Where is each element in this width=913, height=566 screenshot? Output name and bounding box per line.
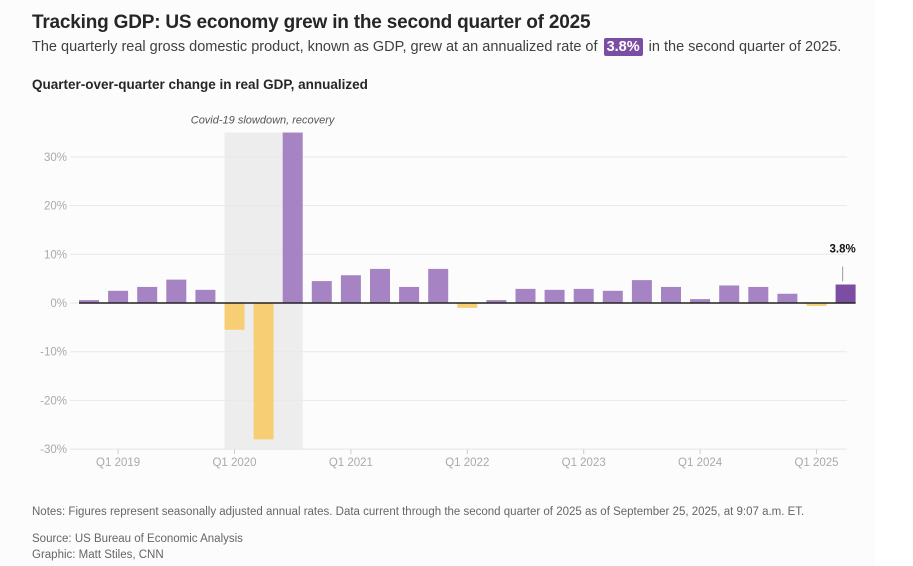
bar	[428, 268, 449, 303]
y-tick-label: -20%	[40, 395, 67, 407]
x-tick-label: Q1 2022	[445, 457, 489, 469]
bar	[777, 293, 798, 303]
bar	[224, 303, 245, 330]
x-tick-label: Q1 2019	[96, 457, 140, 469]
bar	[457, 303, 478, 308]
bar	[515, 288, 536, 303]
bar	[486, 300, 507, 303]
y-tick-label: 20%	[44, 201, 67, 213]
bar	[253, 303, 274, 440]
bar	[719, 285, 740, 303]
subtitle: The quarterly real gross domestic produc…	[32, 38, 841, 56]
bar	[602, 290, 623, 303]
bar	[835, 284, 856, 303]
credit: Graphic: Matt Stiles, CNN	[32, 549, 164, 561]
bar	[748, 286, 769, 303]
bar	[311, 281, 332, 303]
bar	[137, 286, 158, 303]
y-tick-label: 10%	[44, 249, 67, 261]
bar	[544, 289, 565, 303]
x-tick-label: Q1 2025	[794, 457, 838, 469]
notes: Notes: Figures represent seasonally adju…	[32, 506, 805, 518]
bar	[282, 132, 303, 303]
subtitle-text: The quarterly real gross domestic produc…	[32, 39, 598, 55]
bar	[195, 289, 216, 303]
bar	[79, 300, 99, 303]
bar	[573, 288, 594, 303]
bar	[399, 286, 420, 303]
bar	[631, 280, 652, 303]
highlight-value-label: 3.8%	[829, 243, 855, 255]
y-tick-label: -30%	[40, 444, 67, 456]
shaded-region-label: Covid-19 slowdown, recovery	[191, 115, 336, 127]
source: Source: US Bureau of Economic Analysis	[32, 533, 243, 545]
bar	[340, 275, 361, 303]
bar	[690, 299, 711, 303]
x-tick-label: Q1 2021	[329, 457, 373, 469]
x-tick-label: Q1 2023	[562, 457, 606, 469]
page-title: Tracking GDP: US economy grew in the sec…	[32, 12, 591, 33]
bar	[108, 290, 129, 303]
y-tick-label: 0%	[50, 298, 67, 310]
bar	[661, 286, 681, 303]
y-tick-label: -10%	[40, 347, 67, 359]
y-tick-label: 30%	[44, 152, 67, 164]
rate-badge: 3.8%	[603, 38, 643, 56]
bar	[806, 303, 827, 306]
chart-title: Quarter-over-quarter change in real GDP,…	[32, 77, 368, 92]
bar	[370, 268, 390, 303]
gdp-bar-chart: Covid-19 slowdown, recovery -30% -20% -10% 0…	[40, 115, 856, 470]
x-tick-label: Q1 2024	[678, 457, 723, 469]
x-tick-label: Q1 2020	[212, 457, 256, 469]
bar	[166, 279, 187, 303]
subtitle-text-end: in the second quarter of 2025.	[648, 39, 842, 55]
